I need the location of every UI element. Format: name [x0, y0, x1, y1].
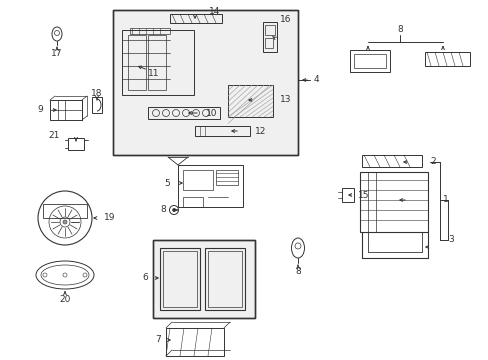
Text: 8: 8: [396, 26, 402, 35]
Text: 20: 20: [59, 296, 71, 305]
Bar: [128, 35, 146, 90]
Bar: [183, 170, 213, 190]
Bar: [195, 126, 249, 136]
Bar: [153, 240, 254, 318]
Text: 9: 9: [37, 105, 43, 114]
Text: 6: 6: [142, 274, 148, 283]
Text: 2: 2: [429, 158, 435, 166]
Bar: [148, 35, 165, 90]
Bar: [227, 85, 272, 117]
Text: 12: 12: [254, 126, 266, 135]
Text: 13: 13: [280, 95, 291, 104]
Bar: [113, 10, 297, 155]
Text: 8: 8: [295, 266, 300, 275]
Text: 3: 3: [447, 235, 453, 244]
Bar: [204, 248, 244, 310]
Text: 18: 18: [91, 89, 102, 98]
Bar: [165, 328, 224, 356]
Bar: [148, 107, 220, 119]
Text: 11: 11: [148, 68, 160, 77]
Bar: [130, 28, 170, 34]
Bar: [349, 50, 389, 72]
Bar: [183, 197, 203, 207]
Text: 4: 4: [313, 76, 319, 85]
Text: 19: 19: [104, 213, 115, 222]
Bar: [178, 165, 243, 207]
Bar: [264, 38, 272, 48]
Bar: [113, 10, 297, 155]
Bar: [163, 251, 197, 307]
Bar: [216, 170, 238, 185]
Bar: [359, 172, 427, 232]
Circle shape: [172, 208, 175, 211]
Text: 1: 1: [442, 195, 448, 204]
Bar: [341, 188, 353, 202]
Bar: [170, 14, 222, 23]
Text: 15: 15: [357, 190, 369, 199]
Text: 21: 21: [48, 130, 60, 139]
Bar: [50, 100, 82, 120]
Text: 14: 14: [208, 6, 220, 15]
Bar: [424, 52, 469, 66]
Bar: [353, 54, 385, 68]
Text: 16: 16: [280, 14, 291, 23]
Bar: [43, 204, 87, 218]
Text: 8: 8: [160, 206, 165, 215]
Bar: [153, 240, 254, 318]
Text: 10: 10: [205, 108, 217, 117]
Text: 17: 17: [51, 49, 62, 58]
Text: 5: 5: [164, 179, 170, 188]
Bar: [92, 97, 102, 113]
Bar: [264, 25, 274, 35]
Circle shape: [63, 220, 67, 224]
Bar: [122, 30, 194, 95]
Bar: [160, 248, 200, 310]
Bar: [68, 138, 84, 150]
Bar: [263, 22, 276, 52]
Bar: [207, 251, 242, 307]
Bar: [361, 155, 421, 167]
Text: 7: 7: [155, 336, 161, 345]
